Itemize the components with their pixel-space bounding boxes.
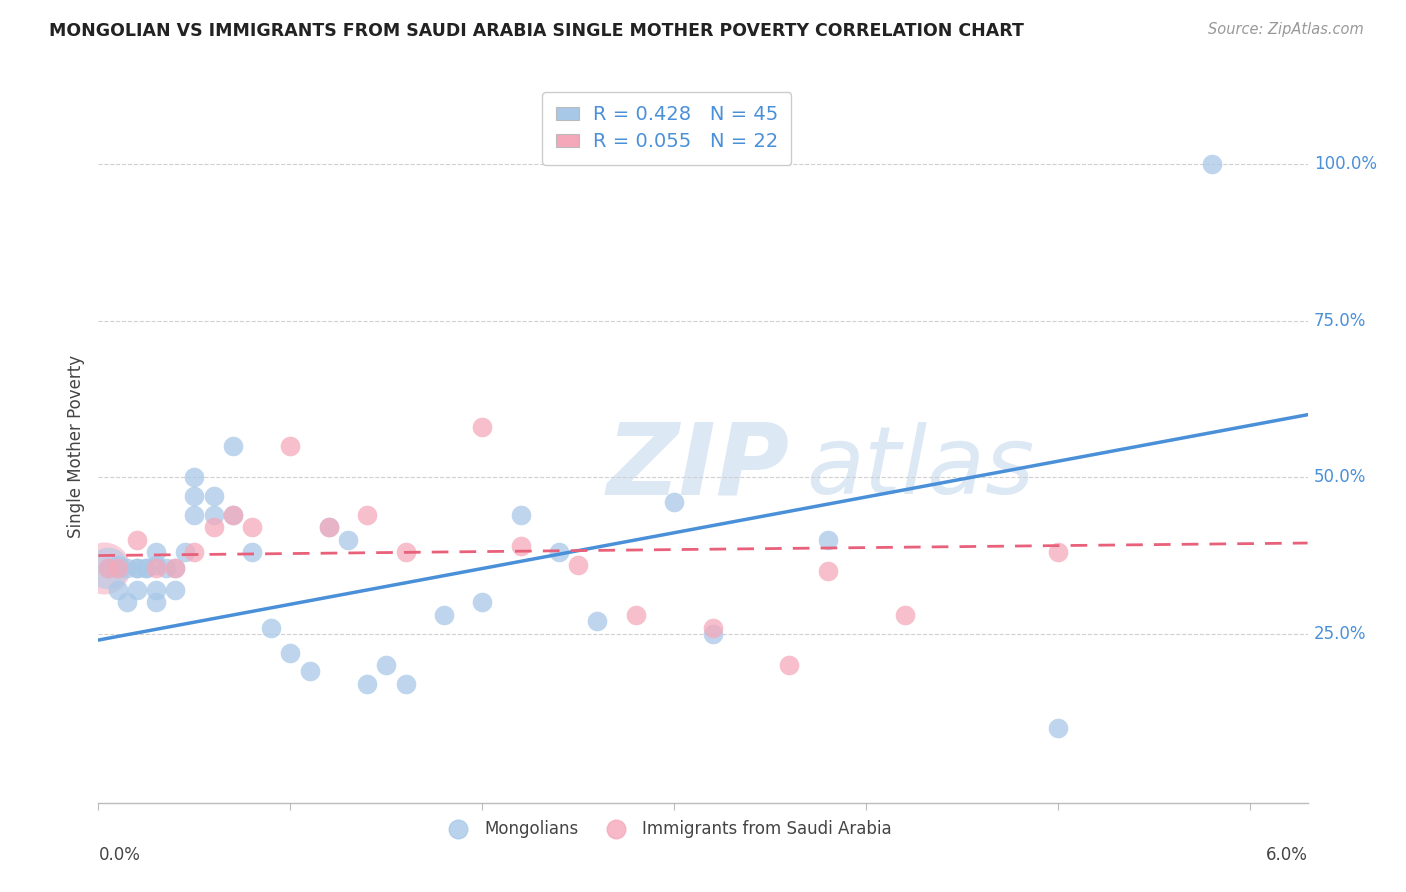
Point bbox=[125, 561, 148, 575]
Point bbox=[125, 533, 148, 547]
Point bbox=[280, 439, 302, 453]
Point bbox=[222, 439, 245, 453]
Point bbox=[125, 561, 148, 575]
Point bbox=[702, 621, 724, 635]
Point bbox=[165, 561, 187, 575]
Point bbox=[1047, 721, 1070, 735]
Text: Source: ZipAtlas.com: Source: ZipAtlas.com bbox=[1208, 22, 1364, 37]
Point bbox=[97, 561, 120, 575]
Legend: Mongolians, Immigrants from Saudi Arabia: Mongolians, Immigrants from Saudi Arabia bbox=[434, 814, 898, 845]
Point bbox=[1201, 157, 1223, 171]
Point bbox=[567, 558, 589, 572]
Point bbox=[298, 665, 321, 679]
Point bbox=[145, 545, 167, 559]
Point bbox=[318, 520, 340, 534]
Point bbox=[183, 470, 205, 484]
Point bbox=[107, 582, 129, 597]
Point bbox=[548, 545, 571, 559]
Point bbox=[318, 520, 340, 534]
Point bbox=[115, 561, 138, 575]
Point bbox=[107, 561, 129, 575]
Point bbox=[893, 607, 915, 622]
Point bbox=[135, 561, 157, 575]
Text: 100.0%: 100.0% bbox=[1313, 155, 1376, 173]
Text: 50.0%: 50.0% bbox=[1313, 468, 1367, 486]
Point bbox=[165, 582, 187, 597]
Point bbox=[375, 658, 398, 673]
Point bbox=[433, 607, 456, 622]
Point bbox=[336, 533, 359, 547]
Point bbox=[97, 561, 120, 575]
Point bbox=[356, 508, 378, 522]
Point bbox=[115, 595, 138, 609]
Point bbox=[280, 646, 302, 660]
Point bbox=[702, 627, 724, 641]
Text: 75.0%: 75.0% bbox=[1313, 312, 1367, 330]
Point bbox=[1047, 545, 1070, 559]
Point bbox=[509, 508, 531, 522]
Text: ZIP: ZIP bbox=[606, 419, 789, 516]
Point bbox=[222, 508, 245, 522]
Point bbox=[183, 545, 205, 559]
Point bbox=[778, 658, 800, 673]
Point bbox=[202, 508, 225, 522]
Text: atlas: atlas bbox=[806, 422, 1033, 513]
Point bbox=[145, 558, 167, 572]
Point bbox=[202, 520, 225, 534]
Point bbox=[183, 489, 205, 503]
Text: 6.0%: 6.0% bbox=[1265, 846, 1308, 863]
Point bbox=[817, 533, 839, 547]
Point bbox=[97, 561, 120, 575]
Point bbox=[471, 420, 494, 434]
Point bbox=[817, 564, 839, 578]
Point bbox=[145, 595, 167, 609]
Point bbox=[173, 545, 195, 559]
Point bbox=[135, 561, 157, 575]
Point bbox=[624, 607, 647, 622]
Point bbox=[240, 520, 263, 534]
Point bbox=[394, 677, 416, 691]
Point bbox=[107, 561, 129, 575]
Point bbox=[260, 621, 283, 635]
Point bbox=[145, 582, 167, 597]
Point bbox=[145, 561, 167, 575]
Text: 25.0%: 25.0% bbox=[1313, 624, 1367, 643]
Point bbox=[664, 495, 686, 509]
Point bbox=[183, 508, 205, 522]
Point bbox=[125, 582, 148, 597]
Y-axis label: Single Mother Poverty: Single Mother Poverty bbox=[67, 354, 86, 538]
Point bbox=[509, 539, 531, 553]
Point bbox=[165, 561, 187, 575]
Point bbox=[202, 489, 225, 503]
Point bbox=[240, 545, 263, 559]
Point bbox=[222, 508, 245, 522]
Point bbox=[356, 677, 378, 691]
Point bbox=[471, 595, 494, 609]
Point bbox=[93, 561, 115, 575]
Point bbox=[394, 545, 416, 559]
Text: MONGOLIAN VS IMMIGRANTS FROM SAUDI ARABIA SINGLE MOTHER POVERTY CORRELATION CHAR: MONGOLIAN VS IMMIGRANTS FROM SAUDI ARABI… bbox=[49, 22, 1024, 40]
Point bbox=[107, 558, 129, 572]
Point bbox=[155, 561, 177, 575]
Text: 0.0%: 0.0% bbox=[98, 846, 141, 863]
Point bbox=[586, 614, 609, 628]
